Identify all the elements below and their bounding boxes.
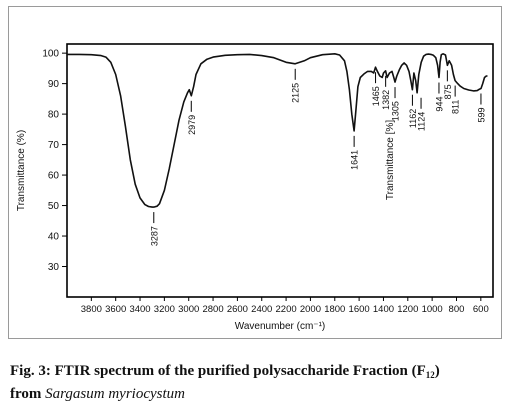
x-tick-label: 1400 — [373, 304, 394, 315]
figure-caption: Fig. 3: FTIR spectrum of the purified po… — [10, 362, 506, 404]
x-tick-label: 2000 — [300, 304, 321, 315]
peak-label: 1124 — [417, 112, 427, 131]
caption-suffix: ) — [434, 363, 440, 379]
plot-frame — [66, 43, 494, 298]
caption-species: Sargasum myriocystum — [45, 386, 185, 402]
spectrum-line — [67, 53, 488, 208]
peak-label: 1162 — [408, 109, 418, 128]
x-tick-label: 3600 — [105, 304, 126, 315]
y-tick-label: 80 — [48, 110, 60, 121]
peak-label: 599 — [476, 108, 486, 123]
peak-label: 1382 — [381, 90, 391, 110]
y-axis-label: Transmittance (%) — [16, 130, 27, 211]
x-tick-label: 2400 — [251, 304, 272, 315]
y-tick-label: 30 — [48, 262, 60, 273]
caption-subscript: 12 — [425, 370, 435, 380]
y-tick-label: 100 — [42, 49, 59, 60]
x-tick-label: 1000 — [422, 304, 443, 315]
peak-label: 875 — [443, 84, 453, 99]
peak-label: 2979 — [187, 115, 197, 135]
x-tick-label: 1600 — [349, 304, 370, 315]
caption-line2-prefix: from — [10, 386, 46, 402]
y-tick-label: 50 — [48, 201, 60, 212]
peak-label: 3287 — [149, 226, 159, 246]
y-tick-label: 40 — [48, 232, 60, 243]
x-tick-label: 2600 — [227, 304, 248, 315]
peak-label: 944 — [434, 97, 444, 112]
ftir-chart: 30 40 50 60 70 80 90 100 3800 3600 3400 3200 3000 280… — [16, 43, 494, 332]
inner-y-axis-label: Transmittance [%] — [385, 120, 396, 200]
x-tick-label: 3200 — [154, 304, 175, 315]
peak-label: 1465 — [371, 86, 381, 106]
x-tick-label: 1800 — [324, 304, 345, 315]
x-tick-label: 3400 — [129, 304, 150, 315]
x-tick-label: 1200 — [397, 304, 418, 315]
y-tick-label: 90 — [48, 79, 60, 90]
peak-label: 811 — [451, 100, 461, 114]
caption-prefix: Fig. 3: FTIR spectrum of the purified po… — [10, 363, 426, 379]
x-tick-label: 2200 — [276, 304, 297, 315]
y-tick-label: 60 — [48, 171, 60, 182]
x-tick-label: 3800 — [81, 304, 102, 315]
plot-layer: 30 40 50 60 70 80 90 100 3800 3600 3400 3200 3000 280… — [16, 43, 494, 332]
peak-label: 1641 — [350, 150, 360, 170]
peak-label: 1305 — [391, 101, 401, 121]
x-tick-label: 600 — [473, 304, 489, 315]
x-tick-label: 800 — [449, 304, 465, 315]
peak-label: 2125 — [291, 83, 301, 103]
x-axis-label: Wavenumber (cm⁻¹) — [235, 321, 325, 332]
x-tick-label: 2800 — [202, 304, 223, 315]
y-tick-label: 70 — [48, 140, 60, 151]
x-tick-label: 3000 — [178, 304, 199, 315]
figure-frame — [8, 6, 502, 339]
